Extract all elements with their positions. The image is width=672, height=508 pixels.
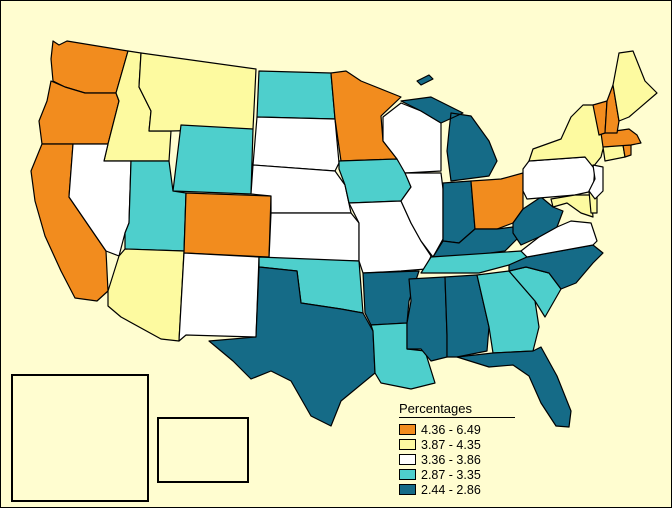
legend-label: 3.36 - 3.86: [421, 452, 481, 467]
legend-title: Percentages: [399, 401, 515, 418]
state-az: [107, 248, 185, 342]
state-tx: [208, 266, 376, 427]
state-wy: [172, 124, 254, 195]
state-mn: [330, 70, 402, 162]
state-mt: [138, 52, 257, 132]
state-ri: [622, 144, 632, 158]
legend-swatch: [399, 484, 416, 495]
legend-item: 2.44 - 2.86: [399, 482, 515, 497]
state-ks: [268, 212, 360, 262]
state-co: [183, 192, 272, 258]
state-nm: [178, 252, 260, 342]
state-nj: [588, 164, 604, 200]
state-fl: [456, 346, 572, 428]
state-nh: [604, 84, 620, 134]
legend: Percentages 4.36 - 6.49 3.87 - 4.35 3.36…: [399, 401, 515, 497]
legend-swatch: [399, 454, 416, 465]
legend-swatch: [399, 469, 416, 480]
state-pa: [522, 156, 596, 200]
state-il: [400, 172, 444, 258]
state-sd: [252, 116, 340, 172]
state-mi: [400, 96, 498, 182]
state-mi-isle-royale: [416, 74, 434, 86]
legend-swatch: [399, 439, 416, 450]
legend-label: 4.36 - 6.49: [421, 422, 481, 437]
legend-item: 3.87 - 4.35: [399, 437, 515, 452]
legend-swatch: [399, 424, 416, 435]
legend-label: 2.44 - 2.86: [421, 482, 481, 497]
state-ct: [602, 144, 626, 162]
legend-item: 3.36 - 3.86: [399, 452, 515, 467]
legend-label: 3.87 - 4.35: [421, 437, 481, 452]
legend-label: 2.87 - 3.35: [421, 467, 481, 482]
state-md: [550, 194, 594, 218]
state-ny: [528, 104, 606, 168]
hawaii-inset-box: [157, 417, 249, 483]
state-nd: [256, 70, 336, 120]
legend-item: 2.87 - 3.35: [399, 467, 515, 482]
state-wv: [512, 196, 564, 246]
alaska-inset-box: [11, 374, 149, 502]
state-me: [612, 50, 658, 122]
legend-item: 4.36 - 6.49: [399, 422, 515, 437]
state-wa: [50, 40, 129, 94]
state-ms: [406, 276, 448, 362]
state-wi: [382, 102, 442, 174]
